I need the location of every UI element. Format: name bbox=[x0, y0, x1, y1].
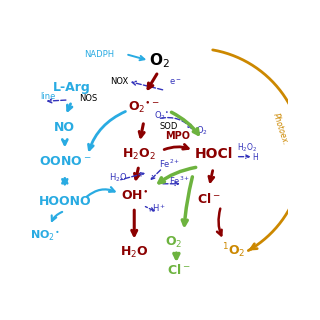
Text: NOX: NOX bbox=[110, 77, 129, 86]
Text: Fe$^{2+}$: Fe$^{2+}$ bbox=[159, 157, 180, 170]
Text: O$_2$$^{\bullet-}$: O$_2$$^{\bullet-}$ bbox=[154, 109, 176, 122]
Text: OH$^{\bullet}$: OH$^{\bullet}$ bbox=[121, 189, 148, 203]
Text: O$_2$$^{\bullet-}$: O$_2$$^{\bullet-}$ bbox=[128, 100, 160, 115]
Text: O$_2$: O$_2$ bbox=[196, 124, 208, 137]
Text: Photoex.: Photoex. bbox=[271, 112, 290, 147]
Text: Cl$^-$: Cl$^-$ bbox=[197, 192, 220, 205]
Text: H$^+$: H$^+$ bbox=[152, 203, 165, 214]
Text: HOONO: HOONO bbox=[38, 195, 91, 208]
Text: NO$_2$$^{\bullet}$: NO$_2$$^{\bullet}$ bbox=[30, 228, 60, 243]
Text: L-Arg: L-Arg bbox=[53, 81, 91, 94]
Text: H$_2$O$_2$: H$_2$O$_2$ bbox=[237, 141, 258, 154]
Text: OONO$^-$: OONO$^-$ bbox=[38, 155, 91, 168]
Text: NADPH: NADPH bbox=[84, 50, 115, 59]
Text: MPO: MPO bbox=[165, 131, 190, 141]
Text: H$_2$O$_2$: H$_2$O$_2$ bbox=[122, 147, 156, 162]
Text: H: H bbox=[252, 153, 258, 162]
Text: SOD: SOD bbox=[159, 122, 177, 131]
Text: H$_2$O: H$_2$O bbox=[120, 245, 148, 260]
Text: NO: NO bbox=[54, 121, 75, 134]
Text: O$_2$: O$_2$ bbox=[149, 51, 169, 70]
Text: NOS: NOS bbox=[79, 94, 98, 103]
Text: $^1$O$_2$: $^1$O$_2$ bbox=[222, 241, 245, 260]
Text: O$_2$: O$_2$ bbox=[165, 236, 183, 251]
Text: Fe$^{3+}$: Fe$^{3+}$ bbox=[169, 175, 190, 187]
Text: HOCl: HOCl bbox=[195, 147, 233, 161]
Text: H$_2$O: H$_2$O bbox=[109, 171, 128, 184]
Text: e$^-$: e$^-$ bbox=[169, 78, 182, 87]
Text: line: line bbox=[40, 92, 55, 101]
Text: Cl$^-$: Cl$^-$ bbox=[167, 263, 191, 277]
